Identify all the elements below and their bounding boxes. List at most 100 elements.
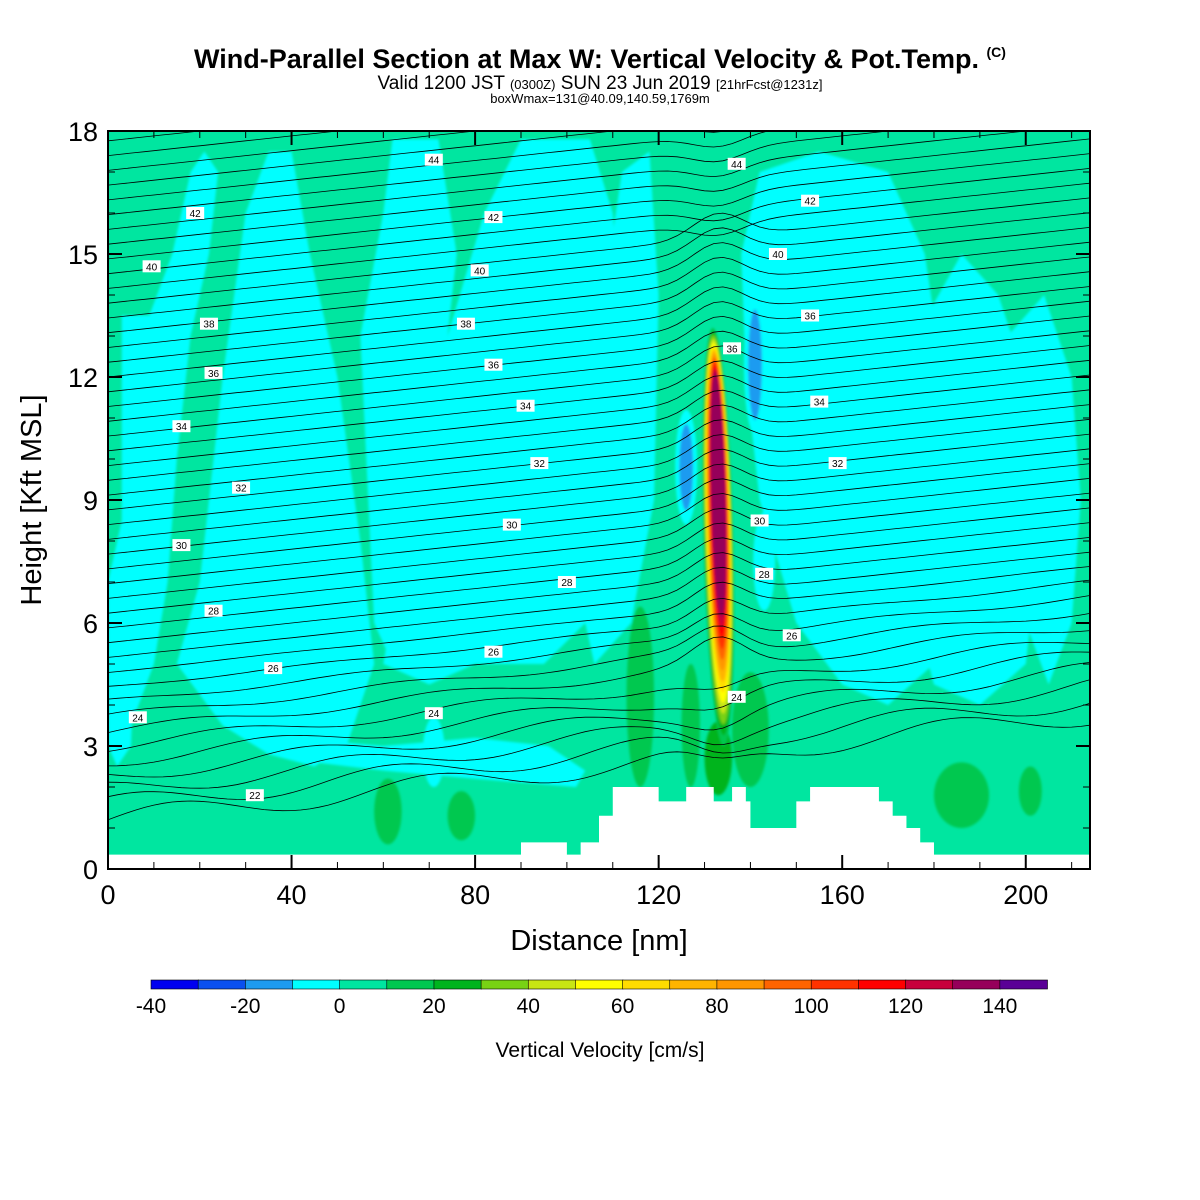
theta-contour (108, 507, 1090, 614)
theta-label-bg (470, 264, 489, 277)
negative-velocity-region (121, 151, 219, 726)
colorbar-segment (763, 979, 813, 990)
theta-contour (108, 227, 1090, 334)
theta-label: 24 (128, 711, 147, 724)
theta-label-text: 36 (208, 369, 220, 380)
contour-labels: 22 24 24 24 26 26 26 28 28 28 30 30 30 32 32 32 34 34 34 36… (128, 153, 847, 802)
theta-label-text: 26 (488, 648, 500, 659)
theta-contour (108, 197, 1090, 304)
theta-label-text: 44 (428, 156, 440, 167)
colorbar-tick-label: 100 (794, 995, 829, 1018)
copyright-mark: (C) (986, 44, 1006, 60)
theta-label-bg (516, 399, 535, 412)
theta-label: 42 (801, 194, 820, 208)
y-tick-label: 12 (68, 363, 98, 393)
x-tick-label: 120 (636, 880, 681, 910)
theta-contour (108, 374, 1090, 481)
theta-label-text: 24 (731, 693, 743, 704)
theta-contour (108, 418, 1090, 525)
theta-label-text: 30 (754, 517, 766, 528)
theta-label-bg (557, 576, 576, 588)
theta-contour (108, 389, 1090, 496)
downdraft-core (679, 424, 694, 511)
theta-contour (108, 241, 1090, 348)
theta-contour (108, 642, 1090, 752)
colorbar-tick-label: 80 (705, 995, 728, 1018)
colorbar-segment (622, 979, 671, 990)
theta-label-bg (204, 366, 223, 379)
theta-label-text: 28 (561, 578, 573, 589)
theta-contour (108, 595, 1090, 700)
theta-label-text: 24 (132, 713, 144, 724)
theta-label-bg (232, 481, 251, 494)
colorbar-tick-label: 0 (334, 995, 346, 1018)
theta-contour (108, 433, 1090, 540)
y-axis-title: Height [Kft MSL] (16, 394, 48, 605)
theta-label-bg (172, 420, 191, 433)
theta-contour (108, 448, 1090, 555)
theta-label-text: 40 (474, 266, 486, 277)
updraft-fringe (447, 791, 476, 841)
theta-contour (108, 300, 1090, 407)
theta-label: 26 (264, 662, 283, 675)
theta-contour (108, 404, 1090, 511)
theta-contour (108, 651, 1090, 767)
theta-contour (108, 212, 1090, 319)
theta-label: 38 (199, 317, 218, 331)
theta-label-text: 32 (236, 484, 248, 495)
colorbar-segment (575, 979, 624, 990)
theta-label-bg (801, 309, 820, 322)
theta-contour (108, 662, 1090, 778)
theta-contour (108, 271, 1090, 378)
theta-contour (108, 478, 1090, 584)
theta-label-bg (424, 153, 443, 166)
theta-contour (108, 131, 892, 215)
colorbar-segment (858, 979, 907, 990)
theta-label: 34 (516, 399, 535, 413)
y-tick-label: 18 (68, 117, 98, 147)
theta-contour (108, 630, 1090, 733)
theta-label: 30 (172, 539, 191, 552)
theta-label-bg (484, 645, 503, 658)
theta-label: 38 (456, 317, 475, 331)
colorbar-segment (669, 979, 718, 990)
colorbar-tick-label: 60 (611, 995, 634, 1018)
colorbar-segment (245, 979, 294, 990)
plot-area: 22 24 24 24 26 26 26 28 28 28 30 30 30 32 32 32 34 34 34 36… (108, 131, 1090, 869)
updraft-fringe (933, 762, 990, 828)
theta-label: 36 (801, 309, 820, 323)
theta-label-text: 32 (534, 459, 546, 470)
theta-contour (108, 168, 1090, 275)
x-tick-label: 0 (100, 880, 115, 910)
updraft-fringe (681, 664, 700, 787)
theta-label-bg (186, 207, 205, 219)
theta-contour (108, 131, 1030, 230)
theta-label: 42 (186, 207, 205, 220)
theta-label: 32 (232, 481, 251, 495)
theta-label-bg (484, 211, 503, 224)
theta-label-text: 30 (176, 541, 188, 552)
theta-contour (108, 702, 1090, 800)
chart-title: Wind-Parallel Section at Max W: Vertical… (0, 44, 1200, 75)
theta-label-bg (810, 395, 829, 408)
theta-label-text: 40 (772, 250, 784, 261)
theta-label: 36 (204, 366, 223, 380)
theta-label-text: 34 (814, 398, 826, 409)
theta-label: 28 (204, 604, 223, 618)
terrain (108, 787, 1090, 869)
theta-label-bg (424, 707, 443, 720)
colorbar-segment (386, 979, 435, 990)
theta-label: 26 (782, 629, 801, 642)
theta-contour (108, 315, 1090, 422)
colorbar-segment (810, 979, 860, 990)
colorbar-segment (999, 979, 1048, 990)
colorbar: -40 -20 0 20 40 60 80 100 120 140 (136, 979, 1048, 1018)
theta-label-text: 42 (488, 213, 500, 224)
colorbar-segment (150, 979, 199, 990)
theta-label-bg (530, 457, 549, 470)
theta-label: 24 (424, 707, 443, 720)
theta-label: 42 (484, 211, 503, 224)
negative-velocity-region (741, 151, 948, 705)
theta-contour (108, 345, 1090, 452)
